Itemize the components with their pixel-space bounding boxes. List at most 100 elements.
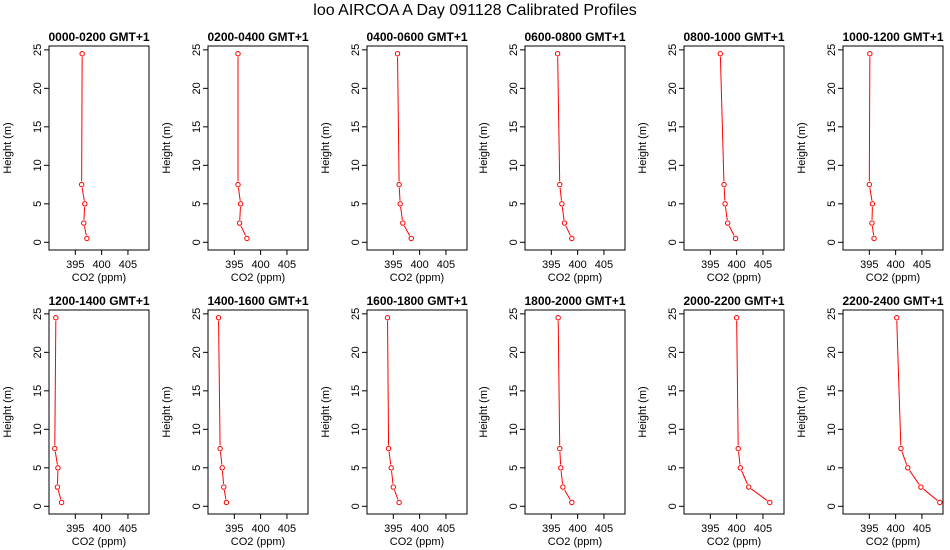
profile-data-point <box>78 181 85 188</box>
profile-line-segment <box>869 187 873 201</box>
x-axis-label: CO2 (ppm) <box>548 272 602 284</box>
plot-frame <box>366 45 468 251</box>
y-tick-label: 0 <box>350 503 362 509</box>
profile-data-point <box>385 445 392 452</box>
y-tick-label: 10 <box>667 423 679 435</box>
profile-data-point <box>235 181 241 188</box>
profile-line-segment <box>221 470 225 484</box>
profile-data-point <box>221 484 227 490</box>
x-tick-label: 400 <box>251 259 269 271</box>
y-tick-label: 20 <box>350 82 362 94</box>
profile-data-point <box>52 445 58 452</box>
profile-data-point <box>53 314 59 321</box>
profile-data-point <box>554 50 561 57</box>
profile-line-segment <box>896 320 902 446</box>
profile-data-point <box>235 50 241 57</box>
y-tick-label: 25 <box>826 44 838 56</box>
x-axis-label: CO2 (ppm) <box>390 272 444 284</box>
y-tick-label: 0 <box>667 239 679 245</box>
y-tick-label: 0 <box>32 239 44 245</box>
profile-data-point <box>219 465 225 471</box>
x-axis-label: CO2 (ppm) <box>72 272 126 284</box>
profile-data-point <box>569 235 575 242</box>
profile-line-segment <box>83 206 86 220</box>
x-tick-label: 405 <box>754 259 772 271</box>
panel-title: 2200-2400 GMT+1 <box>842 294 943 308</box>
x-tick-label: 400 <box>92 523 110 535</box>
y-tick-label: 10 <box>350 159 362 171</box>
y-axis-label: Height (m) <box>320 386 332 437</box>
panel-title: 0200-0400 GMT+1 <box>207 30 308 44</box>
profile-data-point <box>397 201 403 207</box>
profile-data-point <box>717 50 724 57</box>
x-tick-label: 405 <box>278 523 296 535</box>
x-tick-label: 400 <box>886 523 904 535</box>
y-tick-label: 25 <box>667 44 679 56</box>
x-tick-label: 395 <box>542 259 560 271</box>
y-tick-label: 10 <box>826 159 838 171</box>
profile-data-point <box>396 181 402 188</box>
x-tick-label: 400 <box>410 523 428 535</box>
profile-data-point <box>721 181 727 188</box>
profile-data-point <box>866 181 873 188</box>
profile-data-point <box>893 314 900 321</box>
y-tick-label: 20 <box>32 82 44 94</box>
panel-title: 0400-0600 GMT+1 <box>366 30 467 44</box>
profile-line-segment <box>923 488 938 501</box>
y-tick-label: 10 <box>191 159 203 171</box>
y-axis-label: Height (m) <box>2 386 14 437</box>
y-axis-label: Height (m) <box>796 386 808 437</box>
x-tick-label: 405 <box>754 523 772 535</box>
profile-data-point <box>84 235 90 242</box>
profile-data-point <box>724 220 731 226</box>
profile-data-point <box>558 465 564 471</box>
profile-line-segment <box>391 470 394 484</box>
y-tick-label: 10 <box>191 423 203 435</box>
y-tick-label: 15 <box>826 121 838 133</box>
profile-data-point <box>237 201 244 207</box>
x-tick-label: 395 <box>384 259 402 271</box>
profile-data-point <box>733 314 740 321</box>
y-tick-label: 20 <box>191 346 203 358</box>
x-tick-label: 395 <box>384 523 402 535</box>
y-tick-label: 25 <box>350 44 362 56</box>
x-tick-label: 400 <box>886 259 904 271</box>
x-tick-label: 405 <box>913 259 931 271</box>
profile-data-point <box>54 484 61 490</box>
y-tick-label: 15 <box>191 121 203 133</box>
profile-data-point <box>767 499 773 506</box>
y-tick-label: 25 <box>667 308 679 320</box>
profile-data-point <box>82 201 88 207</box>
y-tick-label: 10 <box>508 159 520 171</box>
y-tick-label: 10 <box>667 159 679 171</box>
x-tick-label: 400 <box>727 259 745 271</box>
profile-line-segment <box>741 470 748 485</box>
profile-data-point <box>384 314 391 321</box>
y-tick-label: 25 <box>508 308 520 320</box>
plot-frame <box>207 309 309 515</box>
profile-data-point <box>388 465 394 471</box>
y-tick-label: 10 <box>508 423 520 435</box>
y-tick-label: 0 <box>826 503 838 509</box>
profile-line-segment <box>240 225 247 236</box>
profile-data-point <box>867 50 873 57</box>
profile-line-segment <box>565 225 571 236</box>
plot-frame <box>207 45 309 251</box>
x-tick-label: 405 <box>595 259 613 271</box>
y-tick-label: 15 <box>350 385 362 397</box>
y-tick-label: 5 <box>32 201 44 207</box>
profile-line-segment <box>728 225 735 236</box>
x-tick-label: 395 <box>860 523 878 535</box>
profile-line-segment <box>868 56 871 182</box>
y-axis-label: Height (m) <box>161 386 173 437</box>
y-tick-label: 0 <box>191 503 203 509</box>
x-axis-label: CO2 (ppm) <box>231 536 285 548</box>
plot-frame <box>842 309 944 515</box>
profile-line-segment <box>557 320 561 446</box>
x-axis-label: CO2 (ppm) <box>866 272 920 284</box>
profile-line-segment <box>724 206 728 220</box>
y-tick-label: 5 <box>350 465 362 471</box>
profile-line-segment <box>393 489 399 500</box>
profile-line-segment <box>81 56 83 182</box>
profile-line-segment <box>219 451 223 465</box>
